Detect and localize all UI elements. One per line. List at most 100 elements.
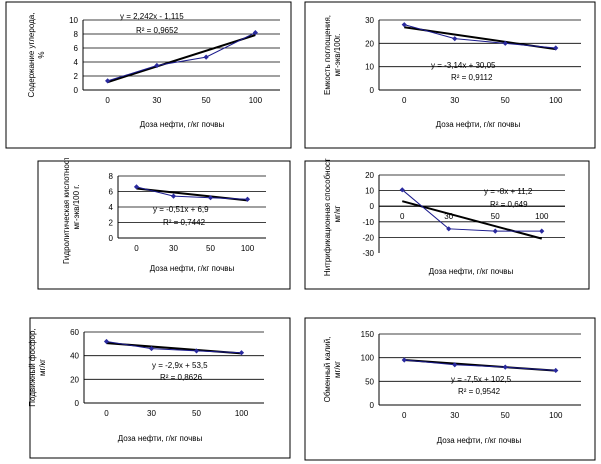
x-tick-label: 0 xyxy=(402,411,407,420)
chart-hydrolytic-acidity: 0 2 4 6 8 0 30 50 100 Гидролитическая кислотност… xyxy=(37,158,291,290)
x-axis-label: Доза нефти, г/кг почвы xyxy=(436,120,521,129)
r-squared: R² = 0,7442 xyxy=(163,218,206,227)
data-point xyxy=(553,367,559,374)
data-point xyxy=(244,196,251,202)
x-tick-label: 100 xyxy=(241,244,255,253)
trendline xyxy=(401,200,543,240)
trend-equation: y = -3,14x + 30,05 xyxy=(431,61,496,70)
y-tick-label: 30 xyxy=(365,16,374,25)
y-tick-label: 0 xyxy=(74,86,79,95)
y-axis-label: Нитрификационная способность,мг/кг xyxy=(323,158,342,276)
x-tick-label: 100 xyxy=(249,96,263,105)
trend-equation: y = -2,9x + 53,5 xyxy=(152,361,208,370)
data-point xyxy=(401,22,407,28)
r-squared: R² = 0,8626 xyxy=(160,373,203,382)
data-point xyxy=(238,350,245,356)
data-point xyxy=(452,36,458,42)
x-tick-label: 30 xyxy=(147,409,156,418)
series-line xyxy=(401,189,542,232)
data-point xyxy=(103,338,110,345)
y-tick-label: 0 xyxy=(109,234,114,243)
x-tick-label: 30 xyxy=(450,411,459,420)
y-tick-label: 6 xyxy=(109,188,114,197)
y-tick-label: 8 xyxy=(74,30,79,39)
y-axis-label: Емкость поглощения,мг-экв/100г. xyxy=(323,15,342,95)
x-tick-label: 0 xyxy=(402,96,407,105)
data-point xyxy=(154,62,160,69)
chart-phosphorus: 0 20 40 60 0 30 50 100 Подвижный фосфор,мг/кг Д… xyxy=(28,317,291,459)
trend-equation: y = -0,51x + 6,9 xyxy=(153,205,209,214)
x-axis-label: Доза нефти, г/кг почвы xyxy=(140,120,225,129)
trend-equation: y = 2,242x - 1,115 xyxy=(120,12,184,21)
r-squared: R² = 0,649 xyxy=(490,200,528,209)
data-point xyxy=(399,187,405,193)
trendline xyxy=(107,34,256,84)
y-tick-label: 20 xyxy=(70,375,79,384)
x-axis-label: Доза нефти, г/кг почвы xyxy=(429,267,514,276)
y-tick-label: 20 xyxy=(365,171,374,180)
series-line xyxy=(106,340,242,354)
data-point xyxy=(207,195,214,201)
x-axis-label: Доза нефти, г/кг почвы xyxy=(437,436,522,445)
y-tick-label: 2 xyxy=(74,72,79,81)
r-squared: R² = 0,9652 xyxy=(136,26,179,35)
x-tick-label: 50 xyxy=(491,212,500,221)
x-tick-label: 30 xyxy=(152,96,161,105)
plot-area: 0 2 4 6 8 0 30 50 100 xyxy=(109,172,266,253)
y-tick-label: 20 xyxy=(365,39,374,48)
data-point xyxy=(170,193,177,199)
y-tick-label: 100 xyxy=(361,354,375,363)
series-line xyxy=(404,24,556,49)
data-point xyxy=(203,54,209,60)
y-axis-label: Обменный калий,мг/кг xyxy=(323,337,342,403)
chart-border xyxy=(304,317,596,461)
data-point xyxy=(105,78,111,84)
y-axis-label: Гидролитическая кислотность,мг-экв/100 г… xyxy=(62,158,81,264)
chart-border xyxy=(5,1,292,149)
trend-equation: y = -7,5x + 102,5 xyxy=(451,375,512,384)
x-axis-label: Доза нефти, г/кг почвы xyxy=(150,264,235,273)
x-tick-label: 50 xyxy=(501,96,510,105)
plot-area: 0 50 100 150 0 30 50 100 xyxy=(361,330,581,420)
x-tick-label: 0 xyxy=(105,96,110,105)
y-tick-label: 0 xyxy=(75,399,80,408)
y-tick-label: -20 xyxy=(362,233,374,242)
y-tick-label: 0 xyxy=(370,401,375,410)
y-tick-label: 6 xyxy=(74,44,79,53)
y-tick-label: 4 xyxy=(74,58,79,67)
data-point xyxy=(133,184,140,190)
x-tick-label: 30 xyxy=(169,244,178,253)
data-point xyxy=(502,40,508,46)
series-line xyxy=(107,32,256,82)
x-tick-label: 0 xyxy=(400,212,405,221)
data-point xyxy=(539,228,545,234)
chart-border xyxy=(304,160,590,290)
x-tick-label: 50 xyxy=(206,244,215,253)
data-point xyxy=(452,362,458,368)
data-point xyxy=(492,228,498,234)
y-tick-label: 4 xyxy=(109,203,114,212)
y-tick-label: 10 xyxy=(365,63,374,72)
chart-nitrification: -30 -20 -10 0 10 20 0 30 50 100 Нитрификационная … xyxy=(304,158,590,290)
x-tick-label: 30 xyxy=(444,212,453,221)
chart-border xyxy=(304,1,596,149)
y-tick-label: 50 xyxy=(365,377,374,386)
y-tick-label: 40 xyxy=(70,352,79,361)
plot-area: -30 -20 -10 0 10 20 0 30 50 100 xyxy=(362,171,565,258)
data-point xyxy=(401,357,407,363)
y-tick-label: -30 xyxy=(362,249,374,258)
y-tick-label: 0 xyxy=(370,86,375,95)
trend-equation: y = -8x + 11,2 xyxy=(484,187,533,196)
y-tick-label: 150 xyxy=(361,330,375,339)
x-tick-label: 100 xyxy=(535,212,549,221)
x-tick-label: 50 xyxy=(501,411,510,420)
data-point xyxy=(252,30,258,36)
y-tick-label: 10 xyxy=(365,187,374,196)
data-point xyxy=(502,364,508,370)
r-squared: R² = 0,9112 xyxy=(451,73,493,82)
y-axis-label: Подвижный фосфор,мг/кг xyxy=(28,328,47,406)
y-tick-label: 10 xyxy=(69,16,78,25)
x-axis-label: Доза нефти, г/кг почвы xyxy=(118,434,203,443)
data-point xyxy=(553,45,559,51)
